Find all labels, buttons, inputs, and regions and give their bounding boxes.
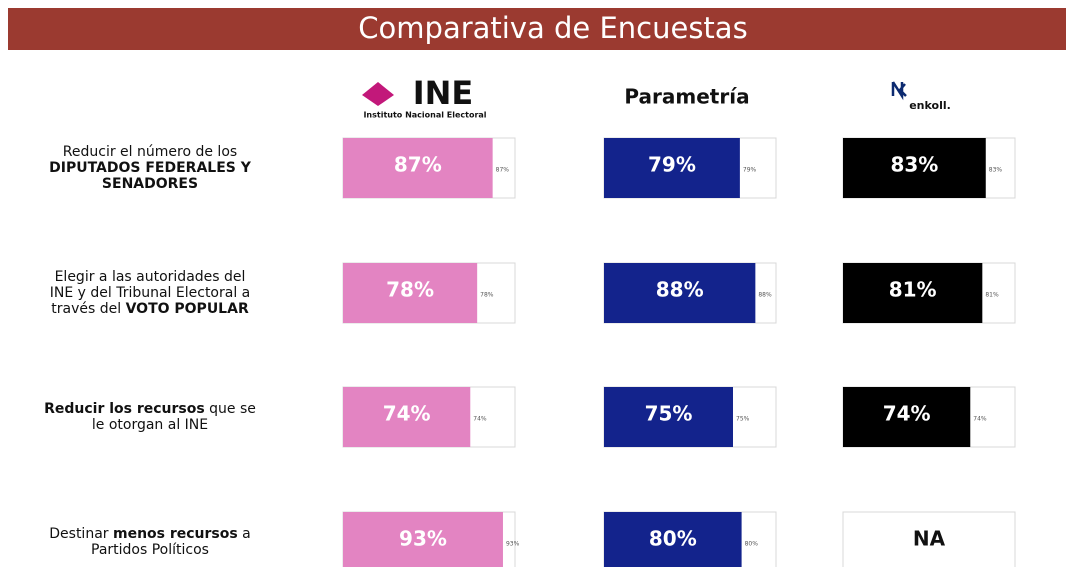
small-value-label: 75% bbox=[736, 416, 750, 423]
value-label: 79% bbox=[648, 153, 696, 177]
logo-icon bbox=[891, 81, 907, 101]
bar bbox=[343, 138, 493, 198]
series-subtitle: Instituto Nacional Electoral bbox=[363, 111, 486, 120]
bar bbox=[343, 263, 478, 323]
category-label: Elegir a las autoridades del bbox=[55, 269, 246, 285]
category-label: le otorgan al INE bbox=[92, 417, 208, 433]
series-name: enkoll. bbox=[909, 99, 951, 112]
value-label: 81% bbox=[889, 278, 937, 302]
category-label: Partidos Políticos bbox=[91, 542, 209, 558]
bar bbox=[843, 263, 983, 323]
category-run: menos recursos bbox=[113, 526, 238, 542]
category-label: SENADORES bbox=[102, 176, 198, 192]
category-run: través del bbox=[51, 301, 125, 317]
value-label: 83% bbox=[890, 153, 938, 177]
value-label: 78% bbox=[386, 278, 434, 302]
series-name: INE bbox=[413, 74, 474, 112]
category-run: a bbox=[238, 526, 251, 542]
category-label: través del VOTO POPULAR bbox=[51, 301, 249, 317]
category-run: VOTO POPULAR bbox=[126, 301, 249, 317]
series-name: Parametría bbox=[624, 85, 749, 109]
value-label: 80% bbox=[649, 527, 697, 551]
bar bbox=[343, 387, 471, 447]
category-run: Partidos Políticos bbox=[91, 542, 209, 558]
small-value-label: 81% bbox=[985, 292, 999, 299]
bar bbox=[604, 138, 740, 198]
value-label: 88% bbox=[656, 278, 704, 302]
category-run: que se bbox=[205, 401, 256, 417]
value-label: 75% bbox=[645, 402, 693, 426]
category-run: Reducir el número de los bbox=[63, 144, 237, 160]
bar bbox=[604, 512, 742, 567]
small-value-label: 74% bbox=[973, 416, 987, 423]
small-value-label: 88% bbox=[758, 292, 772, 299]
category-run: SENADORES bbox=[102, 176, 198, 192]
category-run: Elegir a las autoridades del bbox=[55, 269, 246, 285]
small-value-label: 87% bbox=[496, 167, 510, 174]
bar bbox=[604, 263, 756, 323]
small-value-label: 78% bbox=[480, 292, 494, 299]
value-label: NA bbox=[913, 527, 946, 551]
bar bbox=[843, 138, 986, 198]
chart-title: Comparativa de Encuestas bbox=[358, 11, 747, 45]
small-value-label: 74% bbox=[473, 416, 487, 423]
value-label: 93% bbox=[399, 527, 447, 551]
category-run: DIPUTADOS FEDERALES Y bbox=[49, 160, 252, 176]
bar-cell bbox=[842, 511, 1016, 567]
small-value-label: 80% bbox=[745, 541, 759, 548]
category-label: INE y del Tribunal Electoral a bbox=[50, 285, 251, 301]
category-run: Reducir los recursos bbox=[44, 401, 205, 417]
logo-icon bbox=[362, 82, 394, 106]
category-run: le otorgan al INE bbox=[92, 417, 208, 433]
category-label: Reducir el número de los bbox=[63, 144, 237, 160]
category-label: DIPUTADOS FEDERALES Y bbox=[49, 160, 252, 176]
small-value-label: 79% bbox=[743, 167, 757, 174]
bar bbox=[343, 512, 503, 567]
category-run: Destinar bbox=[49, 526, 113, 542]
small-value-label: 83% bbox=[989, 167, 1003, 174]
bar bbox=[843, 387, 971, 447]
value-label: 74% bbox=[383, 402, 431, 426]
value-label: 87% bbox=[394, 153, 442, 177]
category-label: Destinar menos recursos a bbox=[49, 526, 251, 542]
category-run: INE y del Tribunal Electoral a bbox=[50, 285, 251, 301]
header-bar bbox=[8, 8, 1066, 50]
value-label: 74% bbox=[883, 402, 931, 426]
bar bbox=[604, 387, 733, 447]
small-value-label: 93% bbox=[506, 541, 520, 548]
category-label: Reducir los recursos que se bbox=[44, 401, 256, 417]
